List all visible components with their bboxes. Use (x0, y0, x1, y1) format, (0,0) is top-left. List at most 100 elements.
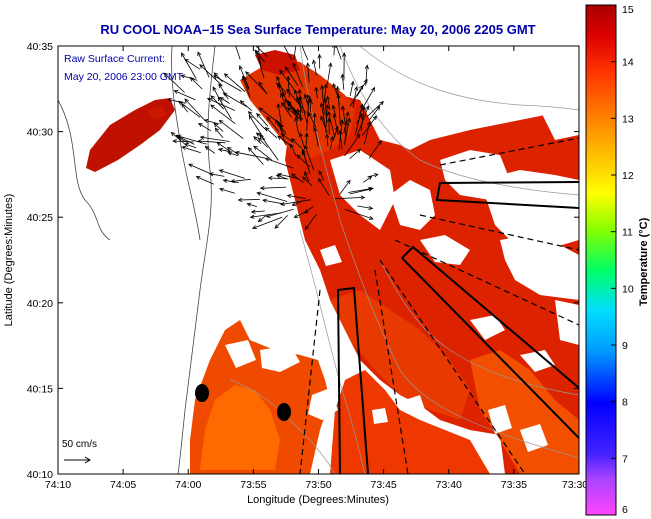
current-vector (368, 140, 382, 159)
current-vector-head (237, 197, 243, 202)
colorbar-tick-label: 12 (622, 170, 634, 182)
current-vector-head (226, 146, 232, 152)
colorbar-tick-label: 15 (622, 4, 634, 16)
current-vector-head (266, 116, 271, 121)
sst-south-central (330, 370, 490, 474)
current-vector-head (290, 138, 296, 143)
current-vector (247, 203, 258, 208)
sst-east-warm (470, 350, 579, 474)
current-vector (188, 163, 213, 175)
current-vector (230, 178, 251, 182)
current-vector (163, 72, 185, 93)
current-vector-head (365, 105, 370, 111)
current-vector (341, 74, 345, 90)
current-vector-head (368, 205, 374, 210)
current-vector (228, 152, 239, 157)
current-vector (240, 100, 253, 112)
current-vector-head (181, 145, 187, 150)
current-vector-head (199, 64, 204, 69)
current-vector-head (259, 133, 264, 139)
current-vector-head (188, 163, 193, 168)
current-vector-head (222, 92, 228, 97)
current-vector-head (239, 65, 243, 71)
current-vector-head (247, 111, 253, 116)
current-vector (349, 148, 361, 159)
current-vector (210, 104, 236, 125)
current-vector-head (291, 202, 297, 206)
current-vector-head (286, 106, 292, 112)
current-vector (320, 116, 328, 133)
colorbar-tick-label: 7 (622, 453, 628, 465)
current-vector (259, 107, 284, 127)
current-vector-head (367, 120, 372, 126)
current-vector (223, 92, 247, 108)
current-vector-head (280, 133, 286, 138)
current-vector (219, 120, 244, 139)
current-vector-head (181, 103, 186, 108)
colorbar-tick-label: 11 (622, 227, 633, 239)
marker-west (195, 384, 209, 402)
current-vector (301, 46, 309, 61)
x-tick-label: 74:00 (175, 479, 201, 491)
current-vector (277, 173, 299, 180)
current-vector-head (361, 106, 366, 111)
current-vector-head (197, 123, 203, 128)
current-vector (299, 133, 306, 150)
sst-mid-band (330, 290, 470, 420)
current-vector (285, 66, 299, 87)
current-vector (324, 99, 327, 119)
current-vector (344, 121, 347, 146)
current-vector (184, 143, 197, 149)
current-vector (277, 135, 292, 147)
current-vector (248, 115, 264, 138)
current-vector (313, 113, 316, 129)
current-vector (259, 134, 279, 161)
current-vector (318, 170, 325, 181)
current-vector (265, 127, 278, 139)
current-vector (210, 95, 225, 110)
current-vector (257, 192, 288, 202)
current-vector-head (284, 66, 290, 72)
y-axis-ticks: 40:35 40:30 40:25 40:20 40:15 40:10 (27, 41, 579, 481)
current-vector (248, 111, 267, 131)
current-vector-head (346, 179, 351, 185)
current-vector-head (317, 53, 322, 59)
current-vector-head (326, 117, 332, 123)
current-vector-head (344, 120, 349, 126)
current-vector (199, 64, 223, 86)
current-vector (284, 99, 300, 119)
colorbar-label: Temperature (°C) (638, 217, 650, 306)
current-vector-head (219, 187, 224, 192)
current-vector-head (195, 176, 201, 180)
x-tick-label: 73:55 (240, 479, 266, 491)
current-vector (214, 127, 224, 139)
current-vector (306, 99, 310, 131)
current-vector-head (301, 150, 306, 156)
current-vector (266, 208, 294, 218)
colorbar-tick-label: 8 (622, 397, 628, 409)
current-vector-head (218, 83, 223, 89)
current-vector (253, 136, 262, 144)
y-tick-label: 40:35 (27, 41, 53, 53)
current-vector-head (284, 98, 289, 104)
current-vector (287, 100, 304, 120)
current-vector-head (247, 38, 251, 42)
current-vector-head (256, 191, 262, 196)
current-vector-head (298, 132, 303, 138)
current-vector (287, 107, 298, 118)
current-vector-head (325, 104, 330, 109)
current-vector-head (318, 170, 323, 175)
shipping-lanes (299, 137, 579, 474)
current-vector-head (373, 173, 379, 178)
current-vector (198, 140, 226, 144)
current-vector (277, 103, 282, 126)
current-vector (313, 60, 317, 76)
colorbar-tick-label: 10 (622, 283, 634, 295)
current-vector-head (294, 116, 299, 122)
current-vector-head (251, 225, 257, 230)
current-vector (216, 142, 231, 153)
current-vector (292, 200, 303, 206)
current-vector-head (363, 78, 368, 84)
colorbar-tick-label: 6 (622, 504, 628, 516)
current-vector-head (217, 147, 223, 153)
